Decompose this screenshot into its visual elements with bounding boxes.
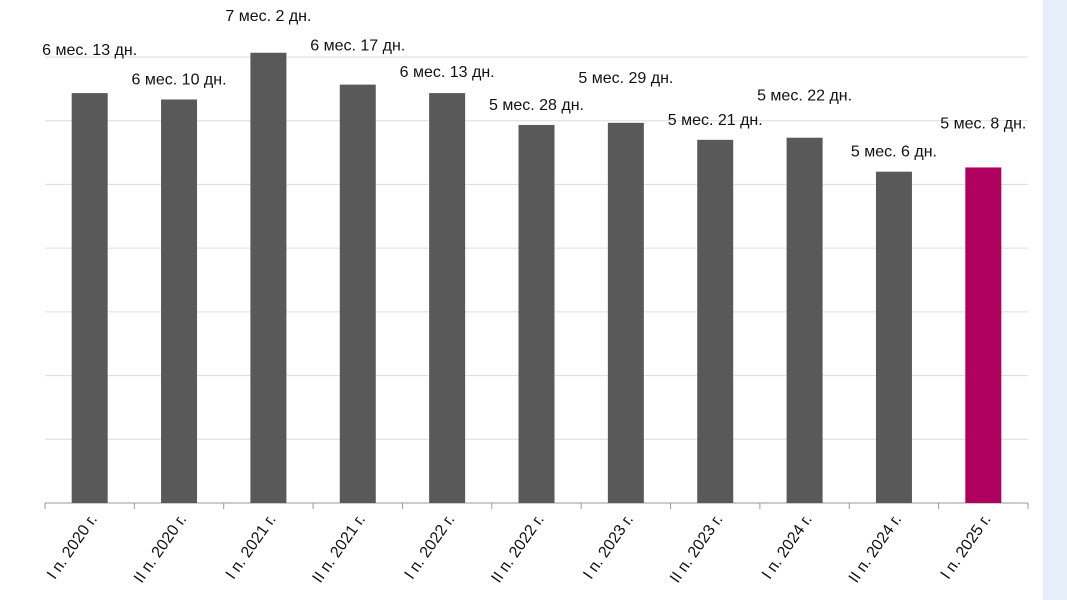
bar bbox=[697, 139, 734, 504]
value-label: 5 мес. 8 дн. bbox=[940, 115, 1026, 132]
value-label: 6 мес. 13 дн. bbox=[42, 42, 137, 59]
bar bbox=[161, 99, 198, 503]
bar bbox=[250, 52, 287, 503]
bar bbox=[875, 171, 912, 503]
bar bbox=[786, 137, 823, 503]
value-label: 6 мес. 13 дн. bbox=[400, 64, 495, 81]
value-label: 6 мес. 17 дн. bbox=[310, 38, 405, 55]
bar bbox=[607, 122, 644, 503]
bar bbox=[71, 93, 108, 503]
value-label: 5 мес. 6 дн. bbox=[851, 144, 937, 161]
bar bbox=[518, 124, 555, 503]
bar bbox=[965, 167, 1002, 503]
value-label: 5 мес. 29 дн. bbox=[578, 70, 673, 87]
bar bbox=[339, 84, 376, 503]
value-label: 5 мес. 28 дн. bbox=[489, 97, 584, 114]
value-label: 5 мес. 21 дн. bbox=[668, 112, 763, 129]
value-label: 6 мес. 10 дн. bbox=[132, 71, 227, 88]
value-label: 7 мес. 2 дн. bbox=[225, 8, 311, 25]
bar bbox=[429, 93, 466, 503]
value-label: 5 мес. 22 дн. bbox=[757, 88, 852, 105]
